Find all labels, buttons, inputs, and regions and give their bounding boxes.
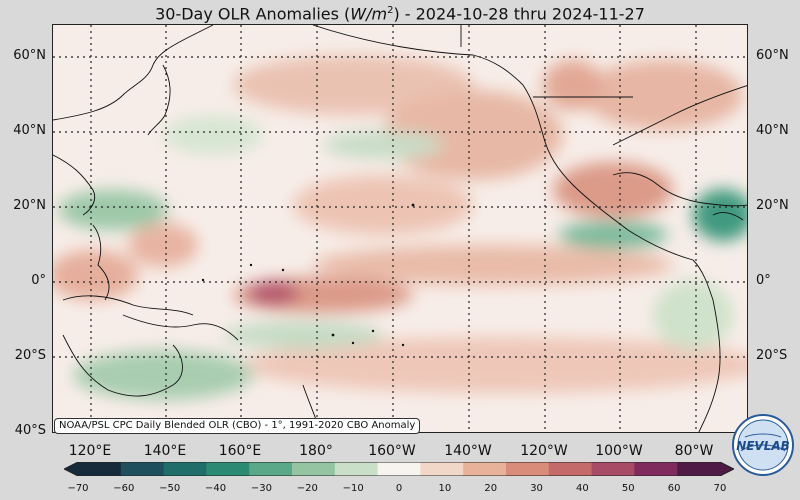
colorbar-tick-label: −30 [250,483,272,494]
lat-label-left-40s: 40°S [14,423,46,438]
logo-text: NEVLAB [736,439,790,453]
coastline-philippines [92,224,110,301]
lab-logo: NEVLAB [731,413,795,477]
logo-icon: NEVLAB [732,414,794,476]
map-canvas [53,25,747,432]
colorbar-tick-label: −40 [205,483,227,494]
colorbar-segment [78,462,122,476]
colorbar-tick-label: −10 [342,483,364,494]
colorbar [64,462,734,476]
lat-label-right-20n: 20°N [756,198,789,213]
colorbar-segment [548,462,593,476]
coastline-australia [62,334,183,397]
lon-label-180: 180° [299,443,333,459]
map-title: 30-Day OLR Anomalies (W/m2) - 2024-10-28… [155,4,645,24]
lat-label-right-40n: 40°N [756,123,789,138]
lat-label-right-60n: 60°N [756,48,789,63]
lon-label-140w: 140°W [444,443,492,459]
colorbar-tick-label: 20 [484,483,498,494]
coastline-east-asia [53,25,214,121]
colorbar-tick-label: 30 [530,483,543,494]
lon-label-120w: 120°W [520,443,568,459]
lat-label-left-20s: 20°S [14,348,46,363]
colorbar-segment [420,462,464,476]
colorbar-tick-label: 0 [395,483,403,494]
colorbar-segment [163,462,207,476]
coastline-indonesia [62,295,194,316]
colorbar-tick-label: −20 [296,483,318,494]
colorbar-tick-label: −50 [159,483,181,494]
coastline-japan [147,64,171,136]
lat-label-left-40n: 40°N [13,123,46,138]
coastline-north-america [312,25,694,261]
coastline-canada-east [612,85,747,146]
islands [201,203,415,347]
colorbar-svg [64,462,734,476]
colorbar-segment [677,462,721,476]
lat-label-left-60n: 60°N [13,48,46,63]
colorbar-tick-label: −60 [113,483,135,494]
colorbar-segment [120,462,165,476]
coastline-south-america [692,259,721,432]
colorbar-segment [634,462,678,476]
colorbar-segment [506,462,550,476]
lon-label-80w: 80°W [674,443,714,459]
lon-label-160w: 160°W [368,443,416,459]
colorbar-tick-label: 40 [576,483,589,494]
colorbar-extend-min [64,462,78,476]
data-source-label: NOAA/PSL CPC Daily Blended OLR (CBO) - 1… [54,418,421,434]
lon-label-160e: 160°E [218,443,262,459]
colorbar-tick-label: 60 [667,483,681,494]
colorbar-tick-label: −70 [67,483,89,494]
colorbar-segment [377,462,421,476]
olr-anomaly-map [52,24,748,433]
lat-label-right-20s: 20°S [756,348,788,363]
coastline-china [53,154,96,216]
anomaly-field [53,55,747,400]
colorbar-segment [591,462,635,476]
colorbar-tick-label: 10 [438,483,452,494]
coastline-new-guinea [122,314,239,341]
lat-label-left-20n: 20°N [13,198,46,213]
colorbar-tick-label: 70 [713,483,727,494]
colorbar-extend-max [720,462,734,476]
coastline-gulf [612,172,747,207]
lon-label-140e: 140°E [143,443,187,459]
lon-label-120e: 120°E [68,443,112,459]
colorbar-tick-label: 50 [621,483,635,494]
lat-label-left-0: 0° [31,273,46,288]
colorbar-segment [463,462,507,476]
lon-label-100w: 100°W [595,443,643,459]
colorbar-segment [206,462,250,476]
colorbar-segment [334,462,379,476]
colorbar-segment [292,462,336,476]
graticule [53,25,747,432]
coastline-caribbean [712,212,744,221]
colorbar-segment [249,462,293,476]
lat-label-right-0: 0° [756,273,771,288]
